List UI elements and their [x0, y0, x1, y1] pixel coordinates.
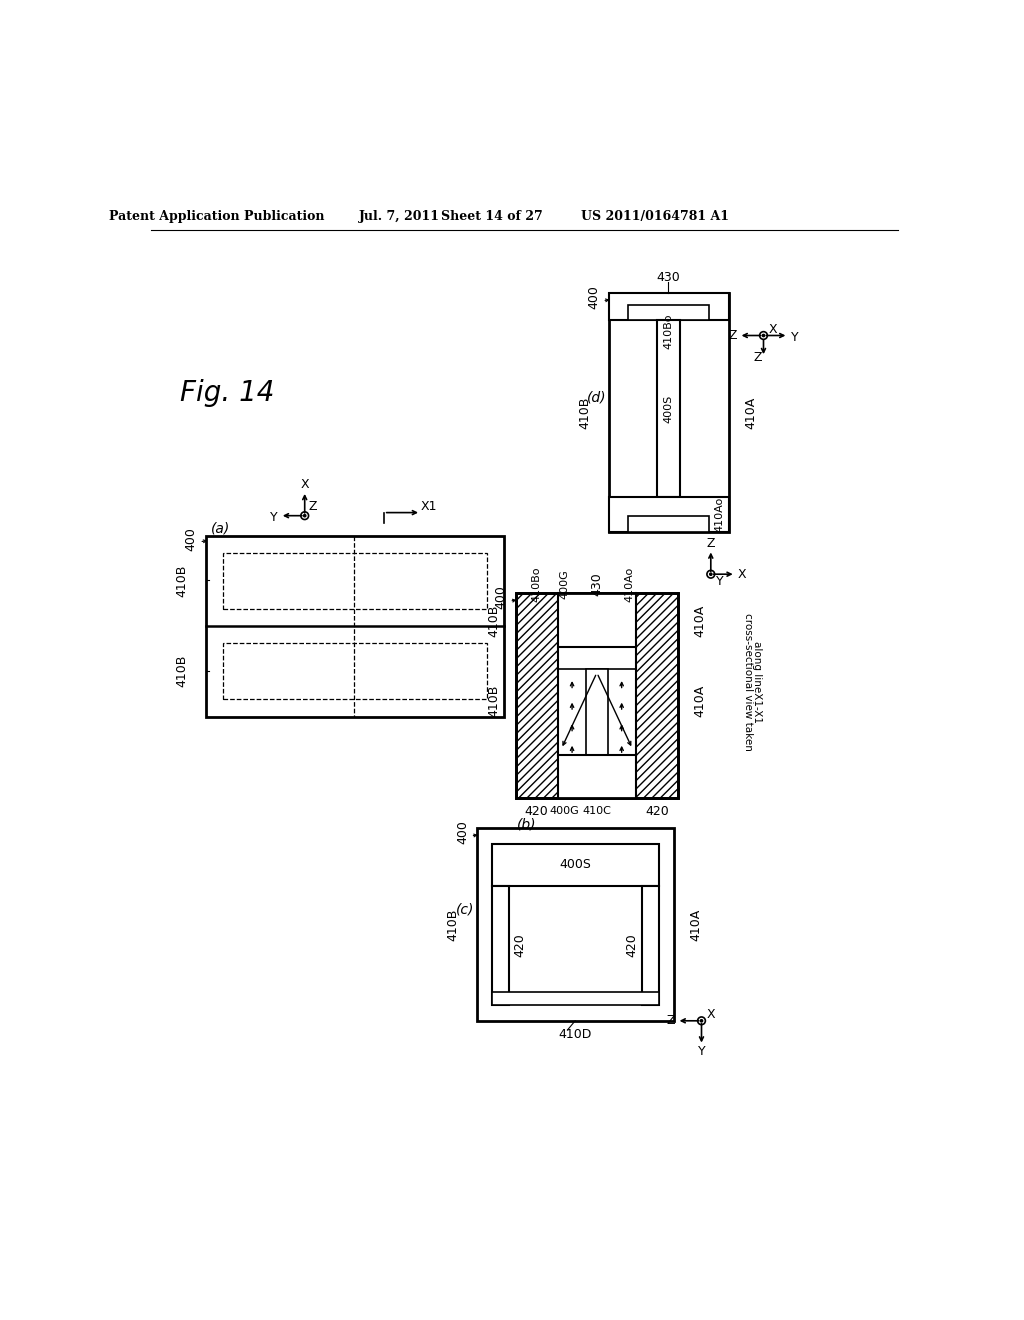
Text: 410B: 410B — [487, 605, 500, 636]
Text: 420: 420 — [626, 933, 638, 957]
Text: Sheet 14 of 27: Sheet 14 of 27 — [441, 210, 543, 223]
Text: 410Bo: 410Bo — [531, 566, 542, 602]
Text: X: X — [768, 323, 777, 335]
Bar — [656, 321, 680, 498]
Text: 410A: 410A — [744, 396, 757, 429]
Text: X: X — [707, 1008, 715, 1022]
Circle shape — [710, 573, 712, 576]
Text: Y: Y — [716, 576, 723, 589]
Bar — [558, 647, 636, 755]
Text: X: X — [737, 568, 746, 581]
Circle shape — [303, 515, 306, 517]
Bar — [477, 829, 675, 1020]
Bar — [628, 305, 710, 321]
Text: X: X — [300, 478, 309, 491]
Text: Z: Z — [667, 1014, 675, 1027]
Text: 410B: 410B — [487, 685, 500, 718]
Text: (b): (b) — [517, 817, 537, 832]
Text: 410A: 410A — [693, 605, 707, 636]
Text: (d): (d) — [587, 391, 606, 404]
Text: 400: 400 — [495, 585, 508, 610]
Bar — [558, 755, 636, 797]
Bar — [558, 647, 636, 669]
Text: Z: Z — [753, 351, 762, 363]
Text: 410A: 410A — [693, 685, 707, 717]
Text: 410B: 410B — [579, 396, 592, 429]
Bar — [493, 886, 509, 1006]
Text: 410B: 410B — [175, 655, 188, 688]
Text: 410C: 410C — [583, 807, 611, 816]
Circle shape — [762, 334, 765, 337]
Text: 420: 420 — [645, 805, 670, 818]
Bar — [558, 594, 636, 647]
Bar — [608, 293, 729, 532]
Text: Z: Z — [707, 537, 715, 550]
Text: 410B: 410B — [175, 564, 188, 597]
Text: (c): (c) — [456, 902, 474, 916]
Text: Fig. 14: Fig. 14 — [180, 379, 274, 408]
Bar — [642, 886, 658, 1006]
Text: 430: 430 — [656, 271, 680, 284]
Text: 420: 420 — [524, 805, 548, 818]
Text: 410A: 410A — [690, 908, 702, 941]
Bar — [586, 669, 607, 755]
Text: 400: 400 — [184, 528, 198, 552]
Text: 400G: 400G — [559, 569, 569, 599]
Text: Y: Y — [270, 511, 278, 524]
Text: 410D: 410D — [558, 1028, 592, 1041]
Text: Y: Y — [697, 1045, 706, 1059]
Text: Jul. 7, 2011: Jul. 7, 2011 — [358, 210, 439, 223]
Text: 400: 400 — [588, 285, 601, 309]
Text: 420: 420 — [513, 933, 526, 957]
Bar — [515, 594, 678, 797]
Text: 400G: 400G — [550, 807, 580, 816]
Bar — [206, 536, 504, 717]
Bar — [222, 643, 486, 700]
Text: 400S: 400S — [559, 858, 591, 871]
Text: US 2011/0164781 A1: US 2011/0164781 A1 — [581, 210, 729, 223]
Text: Z: Z — [728, 329, 736, 342]
Text: (a): (a) — [211, 521, 230, 535]
Text: 410Ao: 410Ao — [625, 566, 635, 602]
Text: 410Ao: 410Ao — [715, 496, 725, 532]
Bar — [493, 843, 658, 886]
Bar — [493, 991, 658, 1006]
Text: 410B: 410B — [446, 908, 460, 941]
Text: 400S: 400S — [664, 395, 673, 422]
Bar — [608, 293, 729, 321]
Text: 410Bo: 410Bo — [664, 314, 673, 350]
Bar — [515, 594, 678, 797]
Bar — [222, 553, 486, 609]
Text: Y: Y — [791, 330, 799, 343]
Bar — [628, 516, 710, 532]
Text: X1: X1 — [421, 500, 437, 513]
Text: 400: 400 — [456, 820, 469, 843]
Text: cross-sectional view taken: cross-sectional view taken — [743, 612, 753, 751]
Text: Patent Application Publication: Patent Application Publication — [110, 210, 325, 223]
Text: Z: Z — [308, 500, 316, 513]
Text: 430: 430 — [591, 573, 603, 597]
Bar — [608, 498, 729, 532]
Text: along lineX1-X1: along lineX1-X1 — [753, 642, 762, 723]
Circle shape — [700, 1019, 702, 1022]
